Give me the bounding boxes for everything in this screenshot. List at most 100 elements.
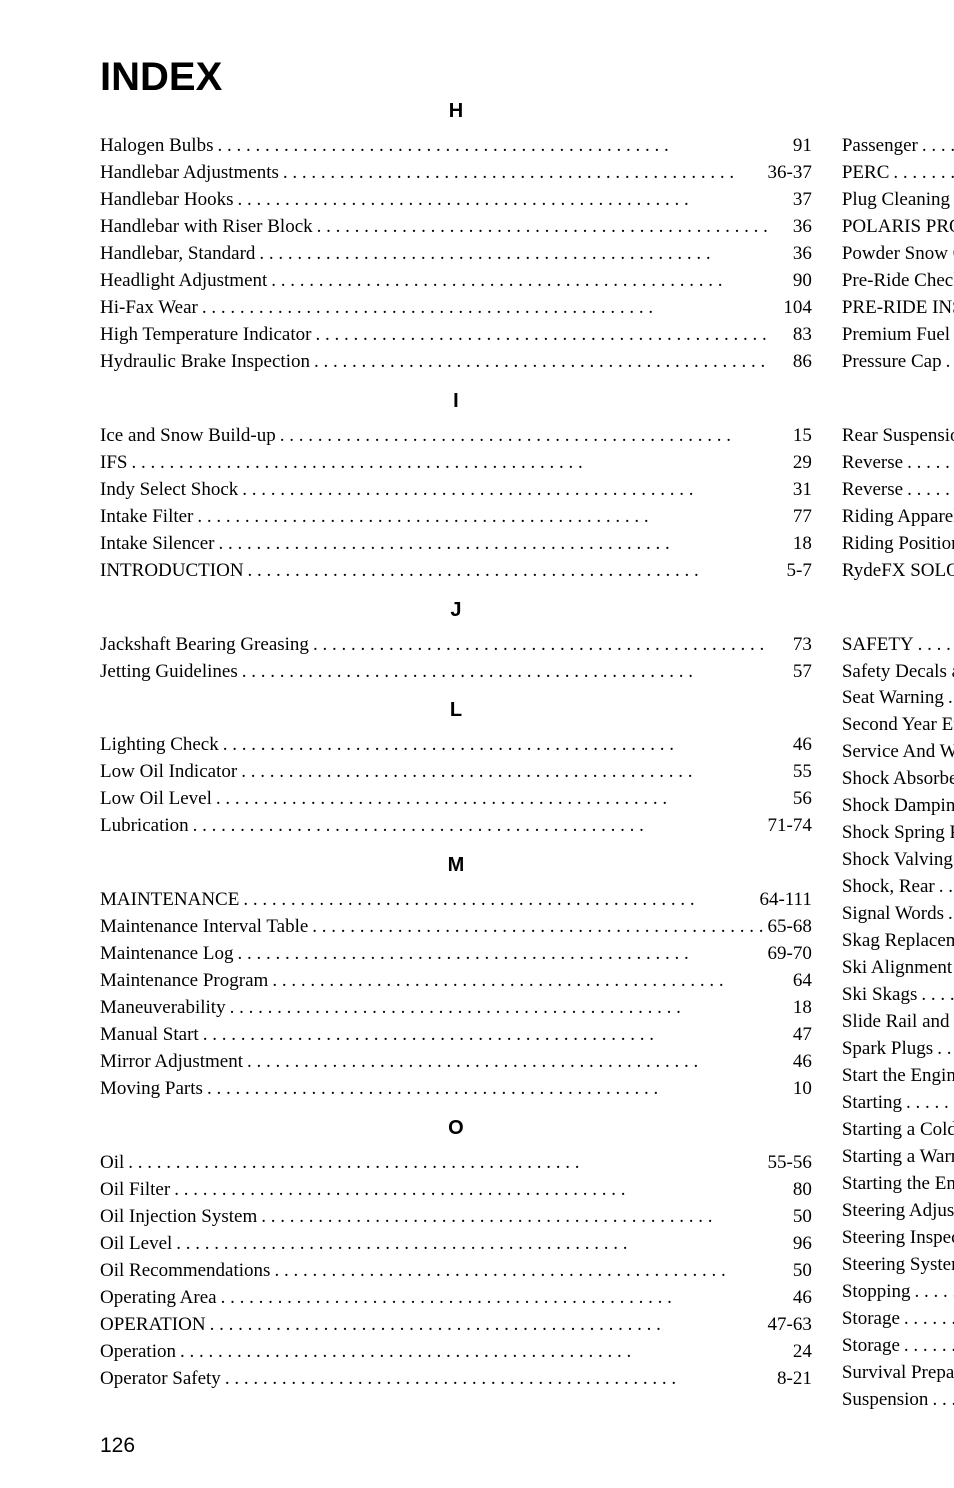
index-entry: Oil Level96 xyxy=(100,1231,812,1258)
entry-dots xyxy=(193,813,764,840)
index-entry: INTRODUCTION5-7 xyxy=(100,558,812,585)
entry-dots xyxy=(893,160,954,187)
entry-label: Riding Apparel xyxy=(842,504,954,531)
entry-label: Handlebar with Riser Block xyxy=(100,214,313,241)
entry-label: Operating Area xyxy=(100,1285,217,1312)
index-entry: Steering Adjustment101 xyxy=(842,1198,954,1225)
section-heading: I xyxy=(100,390,812,413)
entry-dots xyxy=(174,1177,778,1204)
entry-dots xyxy=(904,1306,954,1333)
entry-label: Low Oil Level xyxy=(100,786,212,813)
entry-dots xyxy=(907,477,954,504)
entry-dots xyxy=(223,732,778,759)
index-entry: Starting the Engine47 xyxy=(842,1171,954,1198)
entry-page: 90 xyxy=(782,268,812,295)
page-number: 126 xyxy=(100,1434,879,1458)
index-entry: Starting a Cold Engine47-48 xyxy=(842,1117,954,1144)
section-heading: P xyxy=(842,100,954,123)
left-column: HHalogen Bulbs91Handlebar Adjustments36-… xyxy=(100,100,812,1414)
index-entry: Rear Suspension Set-Up114 xyxy=(842,423,954,450)
entry-label: Intake Silencer xyxy=(100,531,214,558)
index-entry: MAINTENANCE64-111 xyxy=(100,887,812,914)
entry-page: 18 xyxy=(782,531,812,558)
entry-label: MAINTENANCE xyxy=(100,887,239,914)
index-entry: Powder Snow Operation19 xyxy=(842,241,954,268)
index-entry: Jackshaft Bearing Greasing73 xyxy=(100,632,812,659)
entry-page: 71-74 xyxy=(768,813,812,840)
index-entry: Headlight Adjustment90 xyxy=(100,268,812,295)
index-columns: HHalogen Bulbs91Handlebar Adjustments36-… xyxy=(100,100,879,1414)
entry-dots xyxy=(313,632,778,659)
entry-page: 24 xyxy=(782,1339,812,1366)
entry-dots xyxy=(315,322,777,349)
index-entry: OPERATION47-63 xyxy=(100,1312,812,1339)
entry-label: Slide Rail and Track Cooling xyxy=(842,1009,954,1036)
entry-dots xyxy=(314,349,778,376)
entry-dots xyxy=(207,1076,778,1103)
entry-dots xyxy=(312,914,763,941)
entry-dots xyxy=(176,1231,778,1258)
index-entry: Safety Decals and Locations22-24 xyxy=(842,659,954,686)
entry-dots xyxy=(131,450,777,477)
index-entry: Manual Start47 xyxy=(100,1022,812,1049)
entry-dots xyxy=(904,1333,954,1360)
index-entry: Storage108 xyxy=(842,1333,954,1360)
entry-label: SAFETY xyxy=(842,632,914,659)
index-entry: PERC62 xyxy=(842,160,954,187)
page-title: INDEX xyxy=(100,55,879,100)
entry-page: 56 xyxy=(782,786,812,813)
entry-label: Oil Level xyxy=(100,1231,172,1258)
index-entry: RydeFX SOLO Shock31 xyxy=(842,558,954,585)
entry-label: Shock Valving xyxy=(842,847,953,874)
index-entry: Operating Area46 xyxy=(100,1285,812,1312)
entry-label: Plug Cleaning xyxy=(842,187,950,214)
entry-page: 15 xyxy=(782,423,812,450)
entry-page: 80 xyxy=(782,1177,812,1204)
index-entry: Plug Cleaning79 xyxy=(842,187,954,214)
entry-dots xyxy=(939,874,954,901)
index-entry: Reverse62 xyxy=(842,450,954,477)
index-entry: Ice and Snow Build-up 15 xyxy=(100,423,812,450)
index-entry: Stopping60 xyxy=(842,1279,954,1306)
index-entry: Riding Position10 xyxy=(842,531,954,558)
section-heading: S xyxy=(842,599,954,622)
entry-page: 8-21 xyxy=(777,1366,812,1393)
entry-label: Lubrication xyxy=(100,813,189,840)
entry-label: Jetting Guidelines xyxy=(100,659,238,686)
index-entry: Halogen Bulbs91 xyxy=(100,133,812,160)
entry-label: Shock, Rear xyxy=(842,874,935,901)
entry-page: 10 xyxy=(782,1076,812,1103)
entry-dots xyxy=(202,295,778,322)
index-entry: POLARIS PRODUCTS112 xyxy=(842,214,954,241)
index-entry: Spark Plugs75-76 xyxy=(842,1036,954,1063)
entry-label: Pressure Cap xyxy=(842,349,942,376)
entry-dots xyxy=(217,133,777,160)
index-entry: Low Oil Indicator55 xyxy=(100,759,812,786)
index-entry: Steering System45, 101-103 xyxy=(842,1252,954,1279)
entry-page: 37 xyxy=(782,187,812,214)
entry-label: PERC xyxy=(842,160,890,187)
index-entry: Maintenance Interval Table65-68 xyxy=(100,914,812,941)
entry-page: 73 xyxy=(782,632,812,659)
entry-dots xyxy=(241,759,778,786)
entry-label: Ski Alignment xyxy=(842,955,952,982)
index-entry: Storage63, 106-107 xyxy=(842,1306,954,1333)
entry-label: Skag Replacement xyxy=(842,928,954,955)
entry-page: 29 xyxy=(782,450,812,477)
index-entry: Handlebar Hooks 37 xyxy=(100,187,812,214)
entry-page: 83 xyxy=(782,322,812,349)
section-heading: R xyxy=(842,390,954,413)
index-entry: Ski Alignment102 xyxy=(842,955,954,982)
entry-label: Handlebar Hooks xyxy=(100,187,234,214)
entry-label: RydeFX SOLO Shock xyxy=(842,558,954,585)
entry-page: 104 xyxy=(782,295,812,322)
index-entry: Oil Filter80 xyxy=(100,1177,812,1204)
entry-dots xyxy=(218,531,777,558)
entry-label: Starting the Engine xyxy=(842,1171,954,1198)
entry-label: Ice and Snow Build-up xyxy=(100,423,276,450)
entry-page: 69-70 xyxy=(768,941,812,968)
entry-label: Steering Adjustment xyxy=(842,1198,954,1225)
index-entry: Reverse23 xyxy=(842,477,954,504)
index-entry: Intake Filter77 xyxy=(100,504,812,531)
index-entry: Slide Rail and Track Cooling52 xyxy=(842,1009,954,1036)
